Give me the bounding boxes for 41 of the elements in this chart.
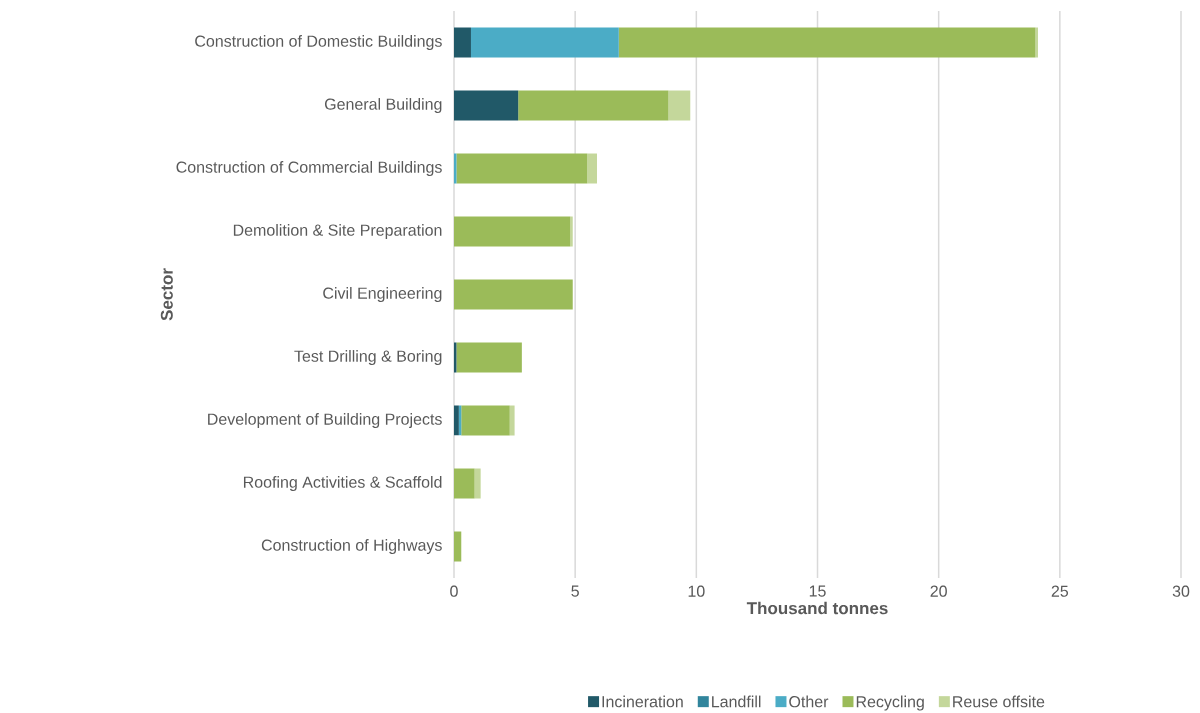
y-tick-label: Demolition & Site Preparation xyxy=(233,224,442,240)
bar xyxy=(454,279,573,310)
bar xyxy=(454,27,471,58)
y-tick-label: Civil Engineering xyxy=(323,287,442,303)
x-tick-label: 15 xyxy=(809,585,826,597)
bar xyxy=(456,342,522,373)
bar xyxy=(570,216,573,247)
x-tick-label: 5 xyxy=(571,585,579,597)
x-tick-label: 0 xyxy=(450,585,458,598)
x-tick-label: 20 xyxy=(930,585,947,598)
bar xyxy=(474,468,481,499)
y-tick-label: General Building xyxy=(324,98,442,114)
bar xyxy=(456,153,588,184)
bar xyxy=(461,405,510,436)
bar xyxy=(587,153,597,184)
bar xyxy=(668,90,691,121)
y-tick-label: Test Drilling & Boring xyxy=(294,350,442,366)
y-tick-label: Construction of Highways xyxy=(261,539,442,555)
bar xyxy=(509,405,515,436)
legend-label: Incineration xyxy=(602,695,683,708)
y-tick-label: Construction of Domestic Buildings xyxy=(195,35,442,51)
bar xyxy=(618,27,1036,58)
legend-label: Recycling xyxy=(856,695,924,711)
y-tick-label: Roofing Activities & Scaffold xyxy=(243,476,442,492)
legend-label: Other xyxy=(789,695,829,708)
y-tick-label: Construction of Commercial Buildings xyxy=(176,161,442,177)
x-tick-label: 10 xyxy=(688,585,705,598)
x-axis-title: Thousand tonnes xyxy=(746,601,888,615)
y-tick-label: Development of Building Projects xyxy=(208,413,442,429)
bar xyxy=(454,216,571,247)
bar xyxy=(454,405,459,436)
bar xyxy=(454,468,475,499)
x-tick-label: 25 xyxy=(1051,585,1069,598)
legend-label: Reuse offsite xyxy=(953,695,1045,708)
bar xyxy=(454,531,462,562)
legend-label: Landfill xyxy=(712,695,761,708)
y-axis-title: Sector xyxy=(160,268,173,321)
x-tick-label: 30 xyxy=(1172,585,1190,598)
bar xyxy=(518,90,669,121)
bar xyxy=(470,27,619,58)
bar xyxy=(454,90,519,121)
